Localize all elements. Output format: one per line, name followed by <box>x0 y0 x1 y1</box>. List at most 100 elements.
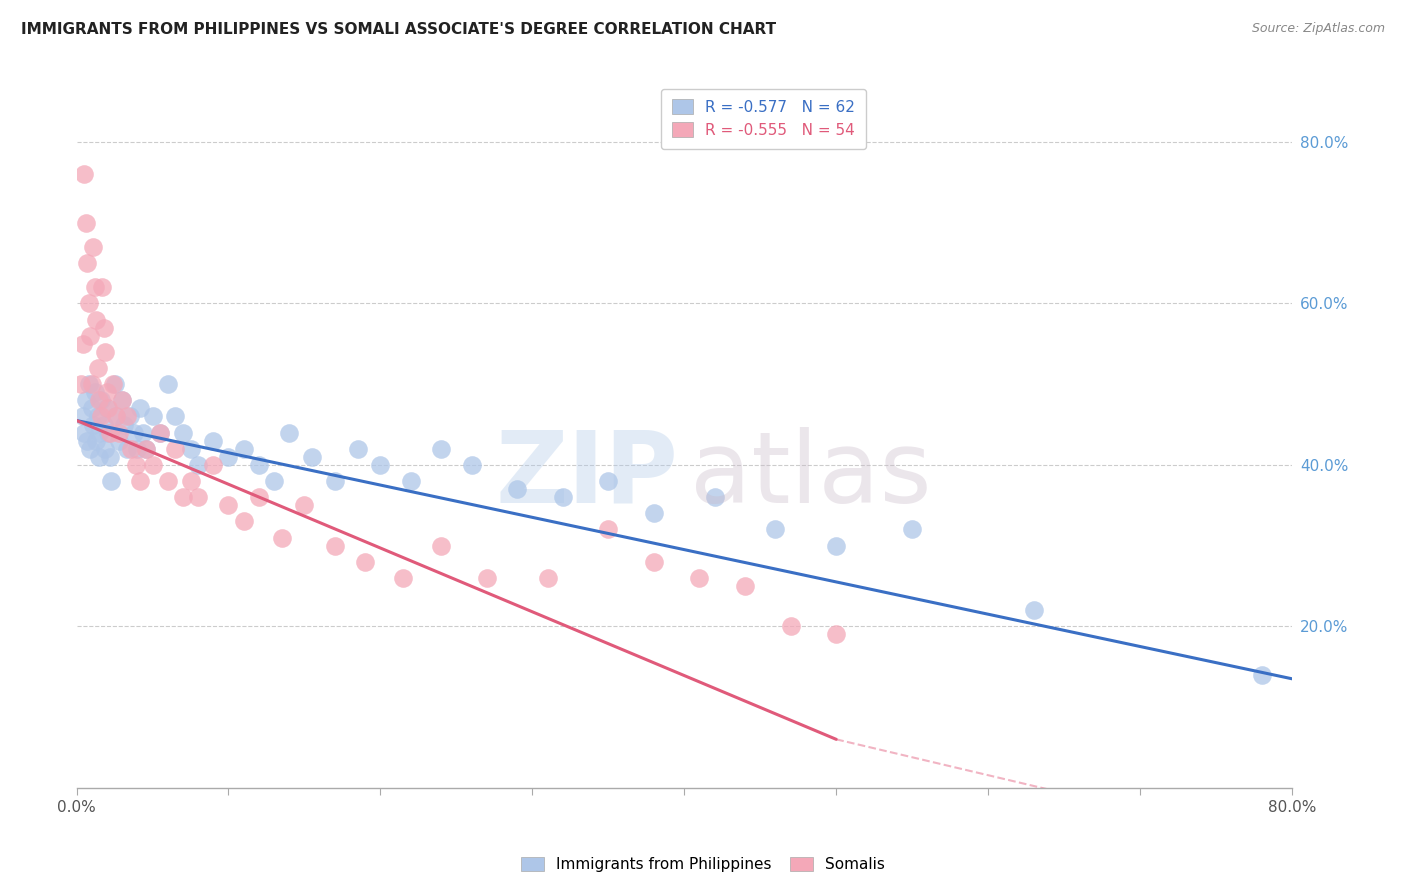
Point <box>172 490 194 504</box>
Point <box>1250 667 1272 681</box>
Point <box>125 458 148 472</box>
Point <box>79 328 101 343</box>
Point <box>392 571 415 585</box>
Point <box>323 539 346 553</box>
Point <box>73 167 96 181</box>
Point <box>94 344 117 359</box>
Point <box>94 442 117 456</box>
Point <box>643 555 665 569</box>
Point <box>536 571 558 585</box>
Point <box>129 401 152 416</box>
Point <box>149 425 172 440</box>
Point <box>187 458 209 472</box>
Point <box>72 409 94 424</box>
Point <box>89 393 111 408</box>
Point <box>202 434 225 448</box>
Point <box>156 377 179 392</box>
Point <box>179 442 201 456</box>
Point <box>105 409 128 424</box>
Point <box>120 442 142 456</box>
Point <box>77 377 100 392</box>
Point <box>643 506 665 520</box>
Point <box>506 482 529 496</box>
Point <box>156 474 179 488</box>
Point <box>187 490 209 504</box>
Point <box>93 320 115 334</box>
Point <box>263 474 285 488</box>
Point <box>83 385 105 400</box>
Point <box>430 442 453 456</box>
Point <box>87 361 110 376</box>
Point <box>323 474 346 488</box>
Point <box>218 498 240 512</box>
Point <box>1022 603 1045 617</box>
Point <box>84 312 107 326</box>
Point <box>165 409 187 424</box>
Point <box>141 409 163 424</box>
Point <box>101 377 124 392</box>
Point <box>118 409 141 424</box>
Point <box>90 393 112 408</box>
Point <box>734 579 756 593</box>
Point <box>115 409 138 424</box>
Point <box>598 523 620 537</box>
Point <box>73 425 96 440</box>
Point <box>79 442 101 456</box>
Point <box>247 490 270 504</box>
Point <box>232 515 254 529</box>
Point <box>96 385 118 400</box>
Point <box>551 490 574 504</box>
Point <box>97 401 120 416</box>
Point <box>124 425 146 440</box>
Point <box>165 442 187 456</box>
Point <box>825 627 848 641</box>
Point <box>135 442 157 456</box>
Point <box>354 555 377 569</box>
Point <box>475 571 498 585</box>
Point <box>76 434 98 448</box>
Point <box>179 474 201 488</box>
Point <box>141 458 163 472</box>
Point <box>301 450 323 464</box>
Point <box>779 619 801 633</box>
Point <box>149 425 172 440</box>
Point <box>90 409 112 424</box>
Point <box>93 417 115 432</box>
Point <box>105 409 128 424</box>
Point <box>430 539 453 553</box>
Point <box>76 256 98 270</box>
Point <box>72 336 94 351</box>
Point <box>460 458 482 472</box>
Point <box>96 401 118 416</box>
Text: Source: ZipAtlas.com: Source: ZipAtlas.com <box>1251 22 1385 36</box>
Point <box>129 474 152 488</box>
Point <box>202 458 225 472</box>
Text: IMMIGRANTS FROM PHILIPPINES VS SOMALI ASSOCIATE'S DEGREE CORRELATION CHART: IMMIGRANTS FROM PHILIPPINES VS SOMALI AS… <box>21 22 776 37</box>
Legend: R = -0.577   N = 62, R = -0.555   N = 54: R = -0.577 N = 62, R = -0.555 N = 54 <box>661 88 866 149</box>
Text: atlas: atlas <box>690 426 932 524</box>
Point <box>82 417 104 432</box>
Point <box>112 417 135 432</box>
Point <box>247 458 270 472</box>
Point <box>270 531 292 545</box>
Point <box>232 442 254 456</box>
Point <box>825 539 848 553</box>
Point <box>80 401 103 416</box>
Point <box>132 425 155 440</box>
Point <box>100 474 122 488</box>
Point <box>89 425 111 440</box>
Legend: Immigrants from Philippines, Somalis: Immigrants from Philippines, Somalis <box>513 849 893 880</box>
Point <box>598 474 620 488</box>
Point <box>172 425 194 440</box>
Point <box>111 393 134 408</box>
Point <box>87 409 110 424</box>
Point <box>111 393 134 408</box>
Point <box>82 240 104 254</box>
Point <box>127 442 149 456</box>
Point <box>83 280 105 294</box>
Point <box>703 490 725 504</box>
Point <box>98 425 121 440</box>
Point <box>370 458 392 472</box>
Point <box>98 450 121 464</box>
Point <box>97 425 120 440</box>
